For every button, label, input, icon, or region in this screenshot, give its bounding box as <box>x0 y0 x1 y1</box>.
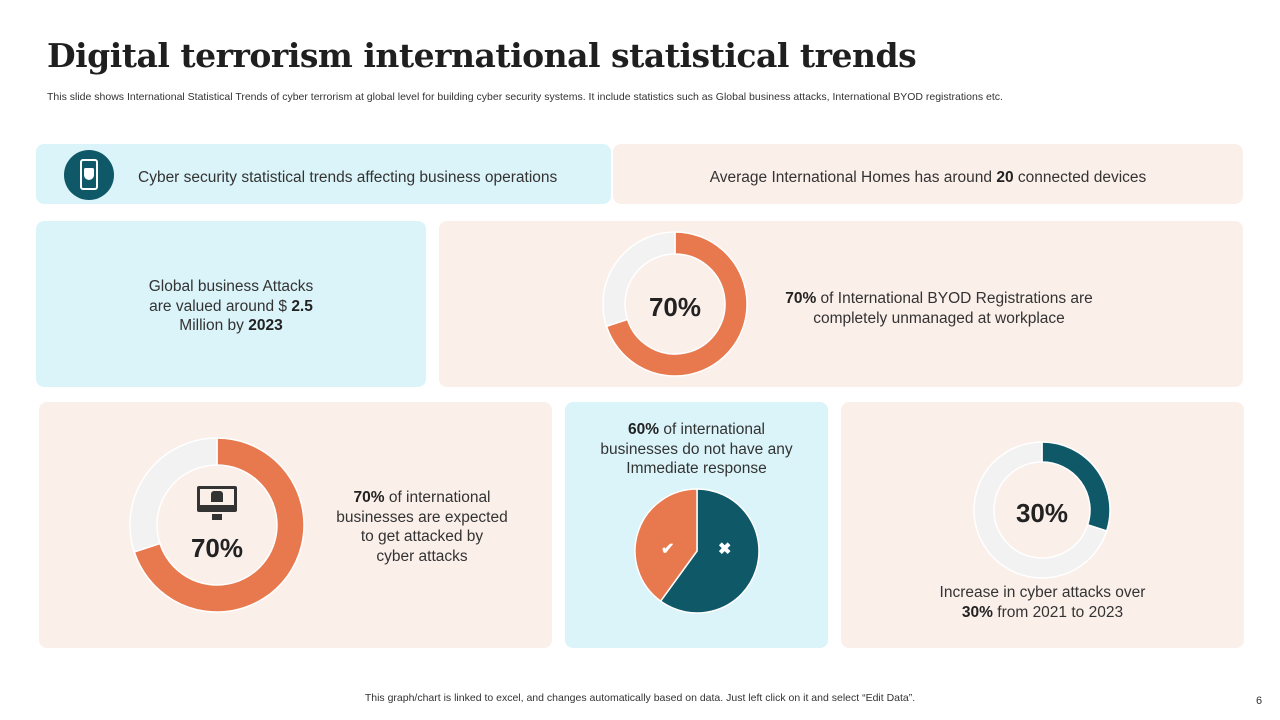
card-increase: 30% Increase in cyber attacks over 30% f… <box>841 402 1244 648</box>
response-pie-slice-no-response <box>659 488 760 614</box>
byod-donut <box>602 231 748 377</box>
response-text: 60% of international businesses do not h… <box>600 421 793 477</box>
page-subtitle: This slide shows International Statistic… <box>47 91 1003 103</box>
banner-left: Cyber security statistical trends affect… <box>36 144 611 204</box>
check-icon: ✔ <box>661 541 675 558</box>
attacked-value: 70% <box>190 533 244 563</box>
banner-right: Average International Homes has around 2… <box>613 144 1243 204</box>
increase-text: Increase in cyber attacks over 30% from … <box>939 584 1146 621</box>
increase-donut-slice-other <box>973 441 1108 579</box>
response-pie-slice-response <box>634 488 698 603</box>
attacked-donut-slice-other <box>129 437 218 553</box>
card-response: 60% of international businesses do not h… <box>565 402 828 648</box>
attacked-donut-slice-expected <box>133 437 305 613</box>
byod-donut-slice-other <box>602 231 676 328</box>
attacked-text: 70% of international businesses are expe… <box>336 489 508 565</box>
banner-right-text: Average International Homes has around 2… <box>709 169 1147 186</box>
banner-left-text: Cyber security statistical trends affect… <box>138 169 558 186</box>
response-pie <box>634 488 760 614</box>
card-global-attacks: Global business Attacks are valued aroun… <box>36 221 426 387</box>
page-number: 6 <box>1256 695 1263 707</box>
byod-donut-slice-unmanaged <box>605 231 748 377</box>
increase-donut <box>973 441 1111 579</box>
card-byod: 70% 70% of International BYOD Registrati… <box>439 221 1243 387</box>
byod-text: 70% of International BYOD Registrations … <box>785 290 1093 327</box>
global-attacks-text: Global business Attacks are valued aroun… <box>148 278 314 334</box>
byod-value: 70% <box>648 292 702 322</box>
page-title: Digital terrorism international statisti… <box>47 36 917 75</box>
x-icon: ✖ <box>718 541 732 558</box>
footer-note: This graph/chart is linked to excel, and… <box>364 692 916 704</box>
card-attacked: 70% 70% of international businesses are … <box>39 402 552 648</box>
attacked-donut <box>129 437 305 613</box>
spy-computer-icon <box>197 486 237 520</box>
increase-value: 30% <box>1015 498 1069 528</box>
mobile-shield-icon <box>64 150 114 200</box>
